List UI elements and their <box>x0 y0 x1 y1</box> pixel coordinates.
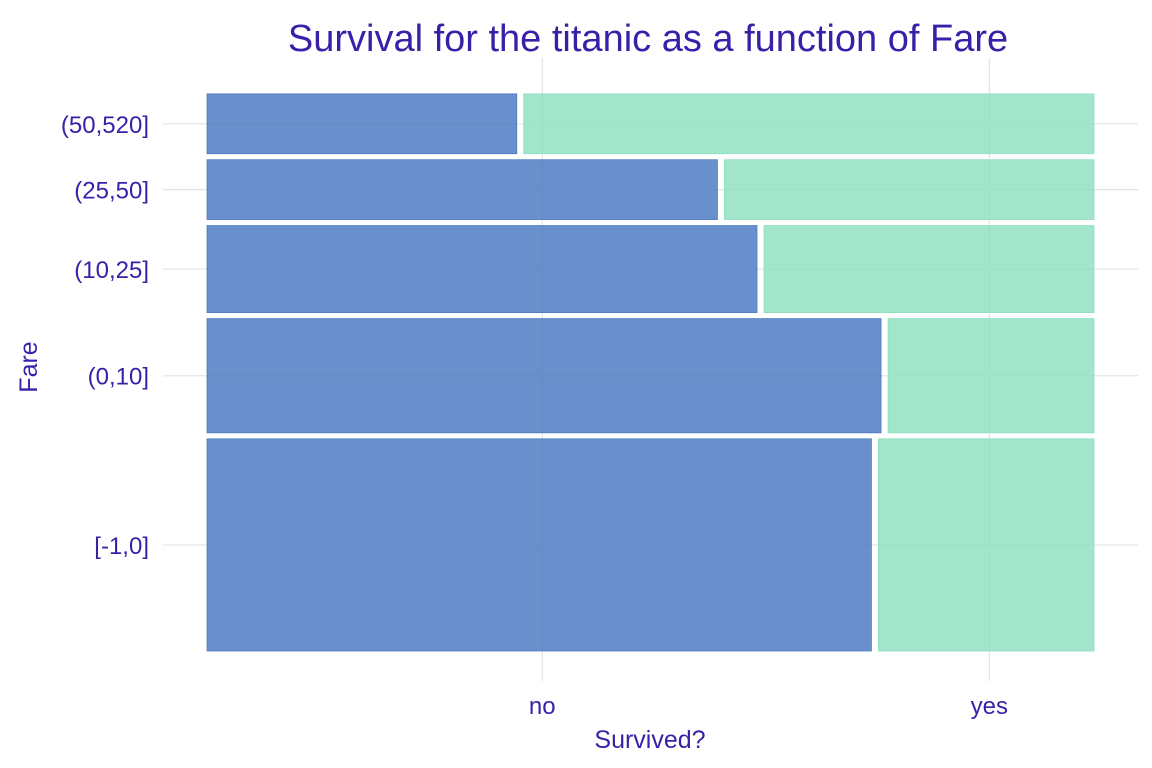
tile-yes-(0,10] <box>887 318 1095 434</box>
chart-title: Survival for the titanic as a function o… <box>288 18 1008 60</box>
y-tick-label: (0,10] <box>88 364 149 391</box>
tile-no-[-1,0] <box>206 438 872 652</box>
tile-yes-(10,25] <box>763 225 1095 313</box>
tile-yes-[-1,0] <box>878 438 1095 652</box>
y-tick-labels: [-1,0] (0,10] (10,25] (25,50] (50,520] <box>61 112 149 560</box>
tile-no-(50,520] <box>206 93 518 155</box>
x-axis-label: Survived? <box>594 726 705 754</box>
x-tick-label-yes: yes <box>971 693 1008 720</box>
mosaic-tiles <box>206 93 1095 652</box>
y-tick-label: (10,25] <box>74 257 149 284</box>
y-tick-label: (50,520] <box>61 112 149 139</box>
y-tick-label: [-1,0] <box>94 533 149 560</box>
x-tick-label-no: no <box>529 693 556 720</box>
y-tick-label: (25,50] <box>74 178 149 205</box>
tile-no-(0,10] <box>206 318 882 434</box>
tile-no-(25,50] <box>206 159 718 220</box>
tile-yes-(25,50] <box>724 159 1095 220</box>
tile-no-(10,25] <box>206 225 758 313</box>
tile-yes-(50,520] <box>523 93 1095 155</box>
y-axis-label: Fare <box>15 341 43 392</box>
x-tick-labels: no yes <box>529 693 1008 720</box>
